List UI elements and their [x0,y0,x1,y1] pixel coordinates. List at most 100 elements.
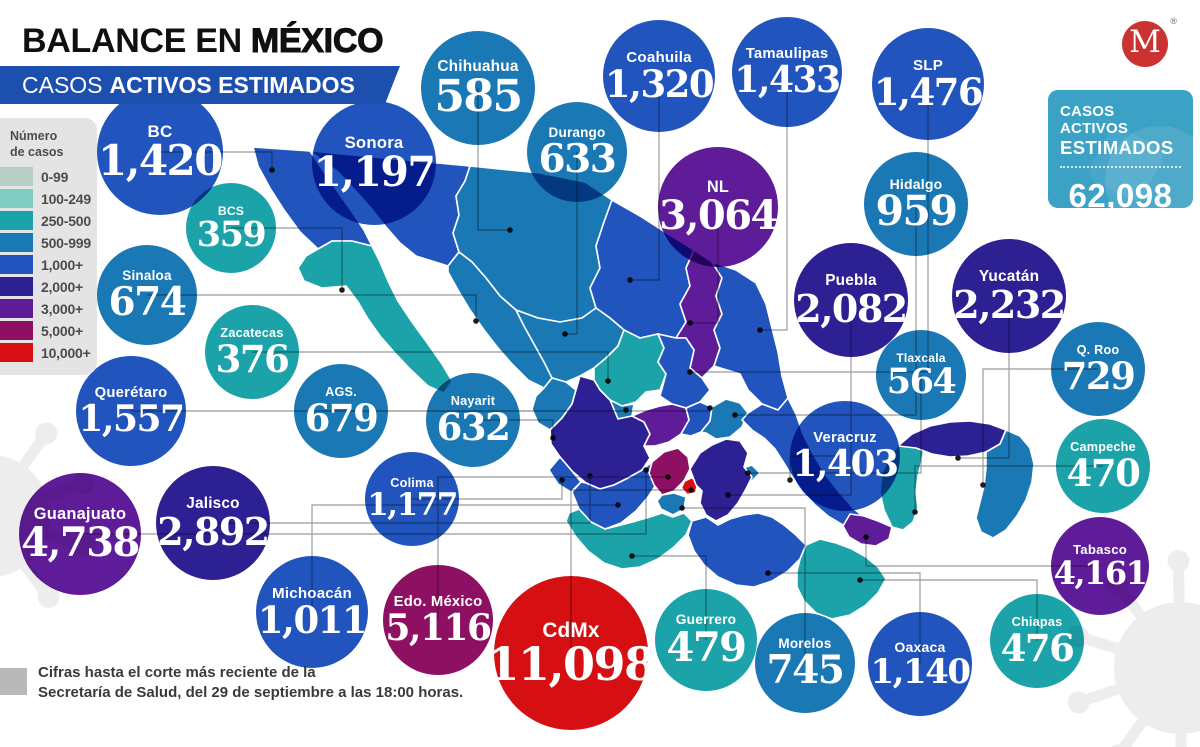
state-bubble-sin: Sinaloa 674 [97,245,197,345]
legend-label: 3,000+ [41,300,84,317]
legend-label: 250-500 [41,212,91,229]
connector-mor [682,507,806,663]
bubble-text: Campeche 470 [1056,419,1150,513]
legend-swatch [0,277,33,297]
connector-tab [865,537,1100,567]
bubble-case-value: 679 [304,395,379,440]
legend-item-3,000+: 3,000+ [0,299,97,319]
bubble-circle [655,589,757,691]
bubble-state-name: Q. Roo [1076,343,1120,358]
bubble-case-value: 2,082 [795,285,908,331]
map-state-tamaulipas [711,261,789,411]
bubble-case-value: 476 [1000,625,1075,670]
title-regular: BALANCE EN [22,22,242,60]
bubble-state-name: BCS [217,203,245,218]
map-state-tabasco [842,513,893,547]
connector-dot-chis [857,577,863,583]
connector-coah [630,76,660,281]
bubble-case-value: 2,232 [953,281,1066,327]
legend-swatch [0,299,33,319]
connector-dot-tab [863,534,869,540]
bubble-text: BC 1,420 [97,89,224,215]
state-bubble-chis: Chiapas 476 [990,594,1084,688]
state-bubble-zac: Zacatecas 376 [205,305,299,399]
bubble-case-value: 1,177 [367,487,458,524]
connector-dot-mich [615,502,621,508]
footnote-marker [0,668,27,695]
connector-dot-cdmx [688,487,694,493]
bubble-case-value: 1,557 [78,398,185,441]
legend-item-500-999: 500-999 [0,233,97,253]
connector-col [412,480,563,500]
connector-dot-nay [550,435,556,441]
state-bubble-slp: SLP 1,476 [872,28,984,140]
connector-camp [914,465,1103,512]
connector-dot-dgo [562,331,568,337]
total-cases-box: CASOS ACTIVOS ESTIMADOS 62,098 [1048,90,1193,208]
bubble-case-value: 479 [666,623,748,671]
bubble-text: Tamaulipas 1,433 [732,17,842,127]
bubble-case-value: 4,738 [21,519,140,567]
dotted-divider [1060,166,1181,168]
legend-label: 500-999 [41,234,91,251]
page-title: BALANCE EN MÉXICO [22,22,384,61]
connector-dot-tam [757,327,763,333]
state-bubble-mich: Michoacán 1,011 [256,556,368,668]
bubble-circle [156,466,270,580]
bubble-state-name: Jalisco [186,495,240,513]
bubble-circle [186,183,276,273]
bubble-case-value: 632 [436,404,511,449]
connector-dot-mex [665,474,671,480]
bubble-state-name: Michoacán [272,584,352,602]
bubble-circle [19,473,141,595]
bubble-state-name: Morelos [778,635,832,651]
connector-dot-sin [473,318,479,324]
bubble-circle [365,452,459,546]
state-bubble-oax: Oaxaca 1,140 [868,612,972,716]
state-bubble-cdmx: CdMx 11,098 [487,576,656,730]
bubble-case-value: 1,433 [734,59,841,102]
bubble-circle [76,356,186,466]
state-bubble-bc: BC 1,420 [97,89,224,215]
bubble-case-value: 2,892 [157,508,270,554]
bubble-case-value: 3,064 [659,192,778,239]
legend-rows: 0-99 100-249 250-500 500-999 1,000+ 2,000+ 3,0… [0,167,97,363]
bubble-circle [603,20,715,132]
bubble-state-name: CdMx [542,618,600,642]
bubble-state-name: Zacatecas [220,326,284,341]
state-bubble-tlax: Tlaxcala 564 [876,330,966,420]
connector-dot-jal [587,473,593,479]
connector-dot-gto [643,467,649,473]
bubble-case-value: 1,403 [792,443,899,486]
state-bubble-ver: Veracruz 1,403 [790,401,900,511]
bubble-case-value: 959 [875,187,958,236]
legend-swatch [0,255,33,275]
connector-tam [760,72,788,331]
connector-dot-camp [912,509,918,515]
bubble-case-value: 729 [1061,353,1136,398]
map-state-guerrero [565,508,693,570]
legend-swatch [0,321,33,341]
connector-dot-yuc [955,455,961,461]
bubble-text: Chiapas 476 [990,594,1084,688]
bubble-text: Q. Roo 729 [1051,322,1145,416]
state-bubble-gro: Guerrero 479 [655,589,757,691]
bubble-state-name: Sinaloa [122,267,172,283]
bubble-text: Chihuahua 585 [421,31,535,145]
connector-dot-qroo [980,482,986,488]
state-bubble-bcs: BCS 359 [186,183,276,273]
state-bubble-gto: Guanajuato 4,738 [19,473,141,595]
bubble-case-value: 1,420 [97,136,224,186]
bubble-state-name: Chiapas [1011,615,1063,630]
bubble-state-name: AGS. [325,385,357,400]
bubble-text: Tabasco 4,161 [1051,517,1149,615]
source-note: Cifras hasta el corte más reciente de la… [0,663,463,704]
bubble-text: Coahuila 1,320 [603,20,715,132]
bubble-case-value: 5,116 [385,607,492,650]
legend-item-5,000+: 5,000+ [0,321,97,341]
bubble-state-name: Coahuila [626,48,692,66]
bubble-text: Hidalgo 959 [864,152,968,256]
state-bubble-camp: Campeche 470 [1056,419,1150,513]
legend-item-2,000+: 2,000+ [0,277,97,297]
